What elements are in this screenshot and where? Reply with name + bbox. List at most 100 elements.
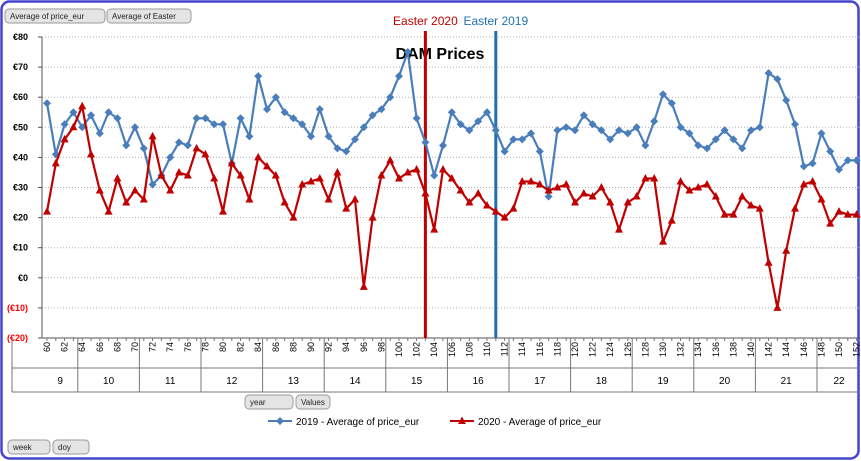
data-point bbox=[606, 198, 615, 206]
data-point bbox=[711, 135, 720, 144]
data-point bbox=[571, 126, 579, 135]
row-button[interactable]: doy bbox=[52, 439, 90, 455]
x-tick-label: 138 bbox=[728, 342, 738, 357]
y-tick-label: €30 bbox=[13, 183, 28, 193]
data-point bbox=[606, 135, 615, 144]
field-button[interactable]: Average of Easter bbox=[106, 8, 192, 24]
data-point bbox=[139, 144, 148, 153]
data-point bbox=[799, 179, 808, 188]
easter-label: Easter 2020 bbox=[393, 14, 458, 28]
data-point bbox=[236, 170, 245, 179]
data-point bbox=[131, 186, 139, 194]
data-point bbox=[412, 164, 421, 173]
field-button-bg bbox=[4, 8, 106, 24]
data-point bbox=[623, 129, 632, 138]
x-tick-label: 120 bbox=[570, 342, 580, 357]
data-point bbox=[835, 207, 843, 215]
data-point bbox=[175, 138, 183, 147]
data-point bbox=[78, 123, 87, 132]
data-point bbox=[210, 173, 219, 182]
data-point bbox=[307, 132, 315, 141]
data-point bbox=[747, 201, 755, 209]
data-point bbox=[254, 72, 263, 81]
column-button-label: year bbox=[250, 398, 266, 407]
data-point bbox=[553, 183, 562, 191]
x-tick-label: 100 bbox=[394, 342, 404, 357]
data-point bbox=[333, 167, 342, 176]
data-point bbox=[500, 213, 509, 221]
x-tick-label: 142 bbox=[764, 342, 774, 357]
data-point bbox=[483, 201, 491, 209]
data-point bbox=[738, 144, 747, 153]
x-tick-label: 112 bbox=[500, 342, 510, 356]
data-point bbox=[51, 158, 60, 167]
data-point bbox=[615, 225, 623, 233]
data-point bbox=[535, 179, 544, 188]
data-point bbox=[755, 204, 764, 212]
data-point bbox=[386, 93, 395, 102]
data-point bbox=[69, 108, 78, 117]
data-point bbox=[518, 135, 527, 144]
x-tick-label: 74 bbox=[165, 342, 175, 352]
data-point bbox=[403, 167, 412, 176]
data-point bbox=[826, 147, 835, 156]
data-point bbox=[87, 149, 95, 158]
y-tick-label: €40 bbox=[13, 152, 28, 162]
data-point bbox=[518, 176, 527, 185]
x-tick-label: 132 bbox=[676, 342, 686, 357]
data-point bbox=[632, 192, 641, 200]
data-point bbox=[755, 123, 764, 132]
data-point bbox=[474, 189, 483, 197]
data-point bbox=[236, 114, 245, 123]
data-point bbox=[641, 141, 650, 150]
data-point bbox=[315, 173, 324, 182]
column-button[interactable]: year bbox=[244, 394, 294, 410]
x-tick-label: 108 bbox=[464, 342, 474, 357]
data-point bbox=[641, 173, 650, 182]
column-button[interactable]: Values bbox=[295, 394, 331, 410]
row-button[interactable]: week bbox=[7, 439, 51, 455]
data-point bbox=[852, 156, 861, 165]
x-tick-label: 118 bbox=[552, 342, 562, 356]
data-point bbox=[280, 108, 289, 117]
x-tick-label: 134 bbox=[693, 342, 703, 357]
field-button-bg bbox=[106, 8, 192, 24]
data-point bbox=[333, 144, 342, 153]
x-tick-label: 66 bbox=[95, 342, 105, 352]
data-point bbox=[421, 138, 430, 147]
week-label: 21 bbox=[781, 376, 793, 387]
x-tick-label: 84 bbox=[253, 342, 263, 352]
data-point bbox=[271, 93, 280, 102]
data-point bbox=[324, 132, 333, 141]
week-label: 18 bbox=[596, 376, 608, 387]
data-point bbox=[615, 126, 623, 135]
data-point bbox=[351, 195, 359, 203]
x-tick-label: 60 bbox=[42, 342, 52, 352]
x-tick-label: 96 bbox=[359, 342, 369, 352]
data-point bbox=[227, 158, 236, 167]
data-point bbox=[78, 101, 87, 110]
week-label: 20 bbox=[719, 376, 731, 387]
y-tick-label: €60 bbox=[13, 92, 28, 102]
data-point bbox=[659, 237, 667, 245]
data-point bbox=[289, 213, 298, 221]
data-point bbox=[183, 170, 192, 179]
week-label: 19 bbox=[657, 376, 669, 387]
x-tick-label: 94 bbox=[341, 342, 351, 352]
x-tick-label: 146 bbox=[799, 342, 809, 357]
data-point bbox=[157, 170, 166, 179]
data-point bbox=[430, 225, 439, 233]
data-point bbox=[131, 123, 139, 132]
data-point bbox=[139, 195, 148, 203]
data-point bbox=[817, 129, 826, 138]
data-point bbox=[87, 111, 95, 120]
x-tick-label: 102 bbox=[412, 342, 422, 357]
data-point bbox=[720, 210, 729, 218]
y-tick-label: (€10) bbox=[7, 303, 28, 313]
data-point bbox=[817, 195, 826, 203]
week-label: 12 bbox=[226, 376, 238, 387]
x-tick-label: 104 bbox=[429, 342, 439, 357]
data-point bbox=[219, 120, 227, 129]
field-button[interactable]: Average of price_eur bbox=[4, 8, 106, 24]
data-point bbox=[791, 204, 799, 212]
